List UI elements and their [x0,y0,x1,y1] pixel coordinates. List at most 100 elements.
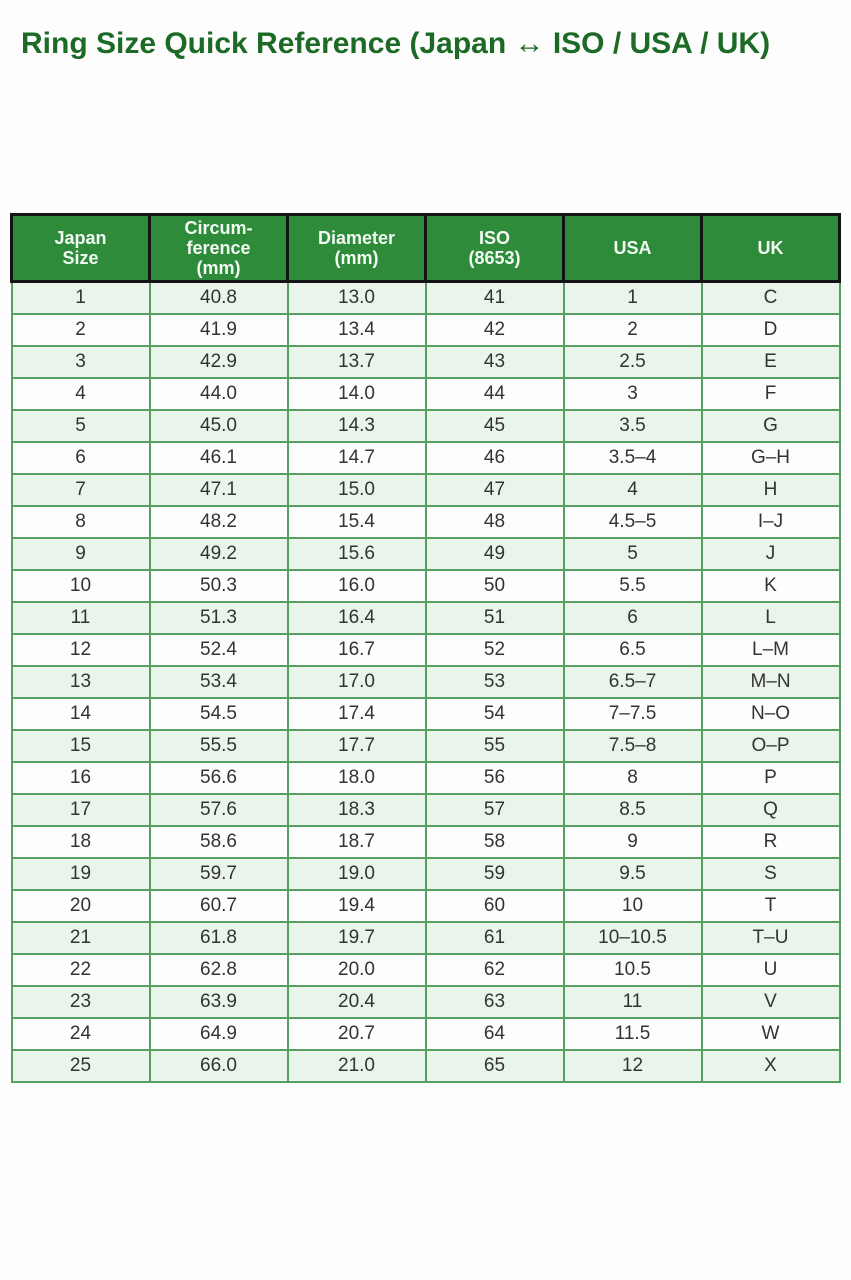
table-row: 24 64.9 20.7 64 11.5 W [10,1017,841,1052]
cell-japan-size: 13 [10,665,151,700]
cell-usa: 4.5–5 [562,505,703,540]
cell-circumference: 64.9 [148,1017,289,1052]
cell-diameter: 14.0 [286,377,427,412]
cell-usa: 6.5–7 [562,665,703,700]
table-header: Japan Size Circum- ference (mm) Diameter… [10,212,841,284]
cell-iso: 58 [424,825,565,860]
cell-iso: 61 [424,921,565,956]
table-row: 3 42.9 13.7 43 2.5 E [10,345,841,380]
cell-circumference: 51.3 [148,601,289,636]
table-row: 25 66.0 21.0 65 12 X [10,1049,841,1084]
cell-uk: K [700,569,841,604]
cell-japan-size: 6 [10,441,151,476]
table-row: 5 45.0 14.3 45 3.5 G [10,409,841,444]
cell-japan-size: 25 [10,1049,151,1084]
cell-uk: L [700,601,841,636]
cell-iso: 49 [424,537,565,572]
cell-uk: T [700,889,841,924]
cell-diameter: 18.0 [286,761,427,796]
cell-japan-size: 15 [10,729,151,764]
cell-usa: 9.5 [562,857,703,892]
cell-iso: 60 [424,889,565,924]
ring-size-table-container: Japan Size Circum- ference (mm) Diameter… [10,212,841,1084]
cell-japan-size: 3 [10,345,151,380]
cell-usa: 1 [562,280,703,316]
cell-diameter: 16.0 [286,569,427,604]
cell-diameter: 20.0 [286,953,427,988]
cell-diameter: 20.4 [286,985,427,1020]
cell-circumference: 66.0 [148,1049,289,1084]
cell-diameter: 17.4 [286,697,427,732]
cell-iso: 55 [424,729,565,764]
cell-iso: 42 [424,313,565,348]
cell-usa: 3 [562,377,703,412]
table-row: 22 62.8 20.0 62 10.5 U [10,953,841,988]
cell-usa: 12 [562,1049,703,1084]
cell-diameter: 16.7 [286,633,427,668]
cell-diameter: 16.4 [286,601,427,636]
table-row: 17 57.6 18.3 57 8.5 Q [10,793,841,828]
cell-japan-size: 18 [10,825,151,860]
header-cell-uk: UK [700,212,841,284]
cell-uk: I–J [700,505,841,540]
table-row: 19 59.7 19.0 59 9.5 S [10,857,841,892]
cell-iso: 45 [424,409,565,444]
cell-uk: E [700,345,841,380]
cell-iso: 43 [424,345,565,380]
cell-iso: 46 [424,441,565,476]
cell-japan-size: 10 [10,569,151,604]
cell-diameter: 15.0 [286,473,427,508]
cell-usa: 6.5 [562,633,703,668]
cell-japan-size: 16 [10,761,151,796]
table-row: 6 46.1 14.7 46 3.5–4 G–H [10,441,841,476]
cell-uk: D [700,313,841,348]
cell-iso: 53 [424,665,565,700]
table-row: 12 52.4 16.7 52 6.5 L–M [10,633,841,668]
cell-diameter: 21.0 [286,1049,427,1084]
cell-circumference: 63.9 [148,985,289,1020]
cell-uk: R [700,825,841,860]
cell-japan-size: 4 [10,377,151,412]
cell-usa: 3.5 [562,409,703,444]
cell-usa: 2 [562,313,703,348]
ring-size-table: Japan Size Circum- ference (mm) Diameter… [10,212,841,1084]
table-row: 8 48.2 15.4 48 4.5–5 I–J [10,505,841,540]
cell-uk: F [700,377,841,412]
cell-circumference: 50.3 [148,569,289,604]
cell-circumference: 48.2 [148,505,289,540]
cell-usa: 9 [562,825,703,860]
cell-uk: X [700,1049,841,1084]
cell-usa: 2.5 [562,345,703,380]
cell-diameter: 15.4 [286,505,427,540]
cell-uk: C [700,280,841,316]
cell-japan-size: 9 [10,537,151,572]
cell-circumference: 55.5 [148,729,289,764]
cell-diameter: 15.6 [286,537,427,572]
cell-diameter: 13.7 [286,345,427,380]
header-cell-diameter: Diameter (mm) [286,212,427,284]
cell-uk: S [700,857,841,892]
cell-diameter: 19.0 [286,857,427,892]
cell-circumference: 61.8 [148,921,289,956]
cell-japan-size: 8 [10,505,151,540]
cell-japan-size: 12 [10,633,151,668]
table-row: 11 51.3 16.4 51 6 L [10,601,841,636]
cell-japan-size: 11 [10,601,151,636]
cell-uk: L–M [700,633,841,668]
cell-circumference: 56.6 [148,761,289,796]
table-row: 16 56.6 18.0 56 8 P [10,761,841,796]
cell-iso: 56 [424,761,565,796]
cell-japan-size: 19 [10,857,151,892]
cell-iso: 62 [424,953,565,988]
cell-iso: 51 [424,601,565,636]
cell-circumference: 60.7 [148,889,289,924]
cell-circumference: 52.4 [148,633,289,668]
cell-japan-size: 5 [10,409,151,444]
cell-usa: 8.5 [562,793,703,828]
table-row: 18 58.6 18.7 58 9 R [10,825,841,860]
cell-diameter: 17.7 [286,729,427,764]
cell-diameter: 18.3 [286,793,427,828]
cell-usa: 5.5 [562,569,703,604]
cell-circumference: 46.1 [148,441,289,476]
cell-uk: Q [700,793,841,828]
